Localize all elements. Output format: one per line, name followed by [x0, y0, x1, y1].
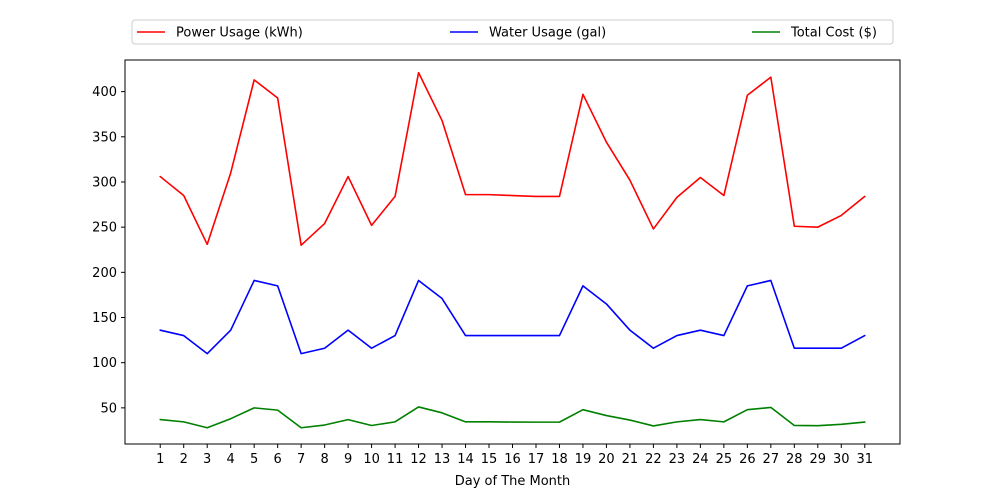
y-tick-label: 100	[92, 356, 117, 371]
x-tick-label: 28	[786, 452, 803, 467]
x-tick-label: 17	[528, 452, 545, 467]
x-tick-label: 22	[645, 452, 662, 467]
x-tick-label: 14	[457, 452, 474, 467]
x-tick-label: 20	[598, 452, 615, 467]
x-tick-label: 7	[297, 452, 305, 467]
x-tick-label: 2	[180, 452, 188, 467]
x-tick-label: 8	[320, 452, 328, 467]
x-tick-label: 15	[481, 452, 498, 467]
y-tick-label: 250	[92, 221, 117, 236]
x-tick-label: 24	[692, 452, 709, 467]
y-axis: 50 100 150 200 250 300 350 400	[92, 85, 125, 416]
series-line-2	[159, 279, 866, 355]
y-tick-label: 300	[92, 175, 117, 190]
x-tick-label: 12	[410, 452, 427, 467]
legend: Power Usage (kWh) Water Usage (gal) Total …	[131, 19, 894, 45]
x-tick-label: 6	[274, 452, 282, 467]
x-tick-label: 13	[434, 452, 451, 467]
x-tick-label: 21	[622, 452, 639, 467]
x-tick-label: 3	[203, 452, 211, 467]
x-tick-label: 1	[156, 452, 164, 467]
series-line-1	[159, 71, 866, 247]
legend-label-1: Power Usage (kWh)	[176, 26, 303, 41]
x-tick-label: 16	[504, 452, 521, 467]
x-axis-title: Day of The Month	[455, 474, 571, 489]
y-tick-label: 200	[92, 266, 117, 281]
legend-label-2: Water Usage (gal)	[489, 26, 606, 41]
series-line-3	[159, 406, 866, 429]
x-axis: 1 2 3 4 5 6 7 8 9 10 11 12 13 14 15 16 17 18 19 20 21 22 23 24 2…	[156, 444, 873, 467]
x-tick-label: 4	[227, 452, 235, 467]
x-tick-label: 10	[363, 452, 380, 467]
legend-frame	[131, 19, 894, 45]
x-tick-label: 23	[669, 452, 686, 467]
x-tick-label: 19	[575, 452, 592, 467]
x-tick-label: 11	[387, 452, 404, 467]
y-tick-label: 150	[92, 311, 117, 326]
x-tick-label: 27	[763, 452, 780, 467]
x-tick-label: 29	[810, 452, 827, 467]
x-tick-label: 30	[833, 452, 850, 467]
x-tick-label: 5	[250, 452, 258, 467]
x-tick-label: 31	[856, 452, 873, 467]
x-tick-label: 26	[739, 452, 756, 467]
x-tick-label: 9	[344, 452, 352, 467]
series-layer	[159, 71, 866, 429]
legend-label-3: Total Cost ($)	[790, 26, 877, 41]
x-tick-label: 18	[551, 452, 568, 467]
x-tick-label: 25	[716, 452, 733, 467]
y-tick-label: 350	[92, 130, 117, 145]
y-tick-label: 50	[100, 401, 117, 416]
y-tick-label: 400	[92, 85, 117, 100]
